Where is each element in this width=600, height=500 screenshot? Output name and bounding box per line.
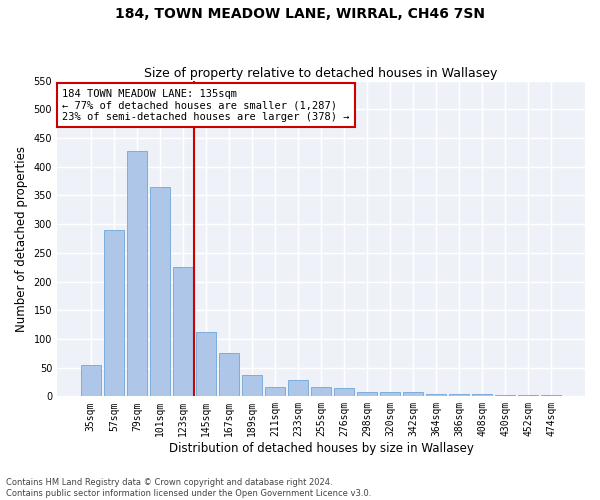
Bar [219,354,239,397]
Bar [334,388,354,396]
Text: 184, TOWN MEADOW LANE, WIRRAL, CH46 7SN: 184, TOWN MEADOW LANE, WIRRAL, CH46 7SN [115,8,485,22]
Bar [196,332,216,396]
Title: Size of property relative to detached houses in Wallasey: Size of property relative to detached ho… [145,66,498,80]
Bar [496,395,515,396]
Bar [242,374,262,396]
Bar [357,392,377,396]
Bar [150,187,170,396]
Bar [427,394,446,396]
Bar [127,150,146,396]
Bar [104,230,124,396]
Bar [541,395,561,396]
Y-axis label: Number of detached properties: Number of detached properties [15,146,28,332]
Bar [380,392,400,396]
Bar [288,380,308,396]
Bar [265,386,285,396]
Bar [472,394,492,396]
Bar [81,365,101,396]
Bar [518,395,538,396]
Text: Contains HM Land Registry data © Crown copyright and database right 2024.
Contai: Contains HM Land Registry data © Crown c… [6,478,371,498]
Text: 184 TOWN MEADOW LANE: 135sqm
← 77% of detached houses are smaller (1,287)
23% of: 184 TOWN MEADOW LANE: 135sqm ← 77% of de… [62,88,350,122]
Bar [403,392,423,396]
Bar [311,386,331,396]
X-axis label: Distribution of detached houses by size in Wallasey: Distribution of detached houses by size … [169,442,473,455]
Bar [449,394,469,396]
Bar [173,267,193,396]
